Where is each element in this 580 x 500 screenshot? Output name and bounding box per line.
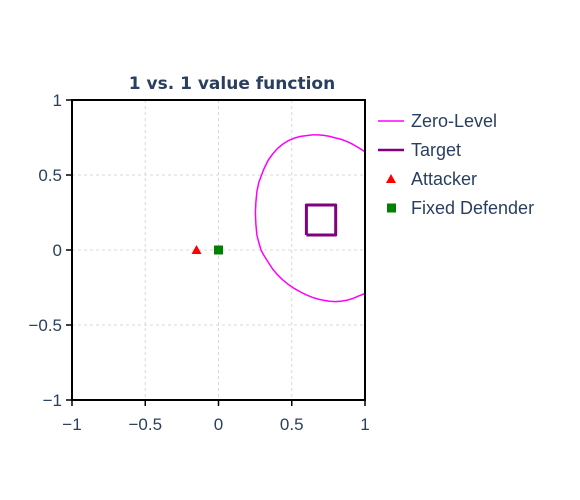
- y-tick-label: 0.5: [38, 166, 62, 185]
- x-tick-label: 1: [360, 415, 369, 434]
- x-tick-label: −0.5: [128, 415, 162, 434]
- legend-fixed-defender-swatch: [387, 203, 396, 213]
- x-tick-label: −1: [62, 415, 81, 434]
- target-line: [304, 203, 338, 237]
- plot-frame: [71, 99, 366, 401]
- x-tick-label: 0.5: [280, 415, 304, 434]
- y-tick-label: 1: [53, 91, 62, 110]
- legend-fixed-defender-label: Fixed Defender: [411, 198, 534, 218]
- legend-zero-level-label: Zero-Level: [411, 111, 497, 131]
- legend-attacker-label: Attacker: [411, 169, 477, 189]
- legend-attacker-swatch: [386, 174, 396, 183]
- y-tick-label: −1: [43, 391, 62, 410]
- chart-title: 1 vs. 1 value function: [129, 74, 335, 94]
- attacker-marker: [191, 245, 202, 254]
- y-tick-label: −0.5: [28, 316, 62, 335]
- fixed-defender-marker: [214, 245, 223, 255]
- zero-level-line: [254, 134, 366, 303]
- legend-target-label: Target: [411, 140, 461, 160]
- legend[interactable]: Zero-Level Target Attacker Fixed Defender: [378, 111, 534, 218]
- plot-area: [191, 134, 366, 303]
- x-tick-label: 0: [214, 415, 223, 434]
- y-tick-label: 0: [53, 241, 62, 260]
- axis-ticks: −1 −0.5 0 0.5 1 −1 −0.5 0 0.5 1: [28, 91, 369, 434]
